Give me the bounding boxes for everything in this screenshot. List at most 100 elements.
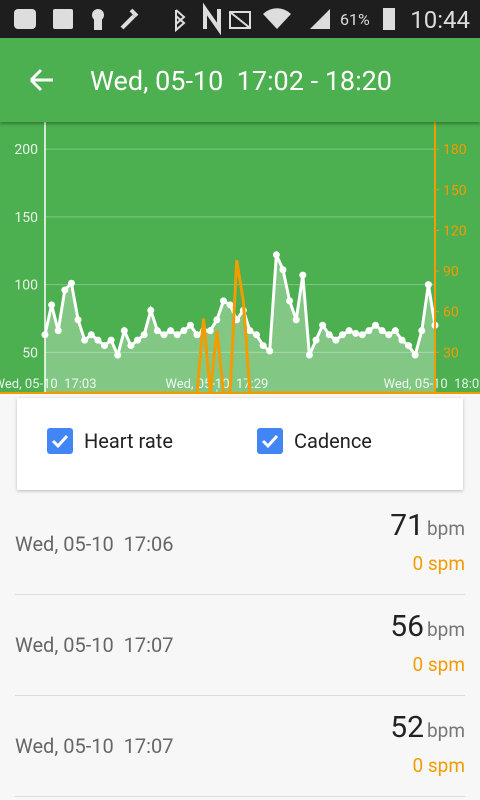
point [173,331,181,339]
point [147,306,155,314]
point [213,316,221,324]
point [167,327,175,335]
x-tick-label: Wed, 05-10 17:29 [165,377,268,392]
app-bar-content: Wed, 05-10 17:02 - 18:20 [29,65,392,97]
point [272,251,280,259]
y2-tick-label: 120 [443,223,467,239]
point [153,327,161,335]
point [180,327,188,335]
point [345,327,353,335]
y2-tick-label: 90 [443,264,459,280]
point [61,286,69,294]
row-cadence: 0 spm [412,552,465,575]
point [87,331,95,339]
point [365,327,373,335]
point [378,327,386,335]
point [193,331,201,339]
point [385,331,393,339]
point [54,327,62,335]
y2-tick-label: 30 [443,345,459,361]
y-tick-label: 100 [14,278,38,294]
point [319,321,327,329]
point [372,321,380,329]
point [332,336,340,344]
point [305,351,313,359]
area [45,254,435,393]
point [292,316,300,324]
chart-bg [0,122,480,394]
point [226,301,234,309]
x-tick-label: Wed, 05-10 18:02 [384,377,480,392]
point [259,342,267,350]
heart-rate-value: 52 [390,710,424,745]
point [81,336,89,344]
heart-rate-unit: bpm [427,517,465,540]
checkbox[interactable] [257,428,283,454]
point [352,329,360,337]
row-heart-rate: 71 bpm [390,508,465,543]
point [286,297,294,305]
x-tick-label: Wed, 05-10 17:03 [0,377,96,392]
y-tick-label: 150 [14,210,38,226]
y-tick-label: 200 [14,142,38,158]
point [358,331,366,339]
list-row[interactable]: Wed, 05-10 17:07 56 bpm 0 spm [15,595,465,696]
checkbox[interactable] [47,428,73,454]
point [127,342,135,350]
app-bar: Wed, 05-10 17:02 - 18:20 [0,38,480,122]
point [391,327,399,335]
chart: 50 100 150 200 30 60 90 120 150 180 Wed, 05-10 17:… [0,122,480,394]
point [405,342,413,350]
y2-tick-label: 180 [443,142,467,158]
y2-tick-label: 60 [443,305,459,321]
heart-rate-unit: bpm [427,618,465,641]
point [325,331,333,339]
heart-rate-unit: bpm [427,719,465,742]
point [134,336,142,344]
point [424,281,432,289]
title: Wed, 05-10 17:02 - 18:20 [90,65,392,97]
point [67,279,75,287]
point [140,331,148,339]
point [186,321,194,329]
point [48,301,56,309]
point [253,331,261,339]
point [120,327,128,335]
back-button[interactable] [29,68,53,92]
list-row[interactable]: Wed, 05-10 17:06 71 bpm 0 spm [15,494,465,595]
point [74,316,82,324]
point [418,327,426,335]
point [160,331,168,339]
point [299,271,307,279]
point [266,347,274,355]
point [206,327,214,335]
list-row[interactable]: Wed, 05-10 17:07 52 bpm 0 spm [15,696,465,797]
heart-rate-value: 71 [390,508,424,543]
status-bar: 61% 10:44 [0,0,480,38]
point [246,327,254,335]
point [279,266,287,274]
point [411,351,419,359]
row-time: Wed, 05-10 17:07 [15,734,174,758]
row-time: Wed, 05-10 17:06 [15,532,174,556]
point [100,342,108,350]
status-icons: 61% 10:44 [14,2,470,36]
legend-label: Cadence [294,429,372,453]
y2-tick-label: 150 [443,183,467,199]
legend-label: Heart rate [84,429,173,453]
point [107,336,115,344]
row-heart-rate: 52 bpm [390,710,465,745]
battery-level: 61% [340,10,370,29]
row-heart-rate: 56 bpm [390,609,465,644]
heart-rate-value: 56 [390,609,424,644]
point [114,351,122,359]
y-tick-label: 50 [22,345,38,361]
point [312,336,320,344]
point [398,336,406,344]
point [94,336,102,344]
row-cadence: 0 spm [412,653,465,676]
point [219,297,227,305]
row-time: Wed, 05-10 17:07 [15,633,174,657]
clock: 10:44 [410,6,470,34]
point [338,331,346,339]
